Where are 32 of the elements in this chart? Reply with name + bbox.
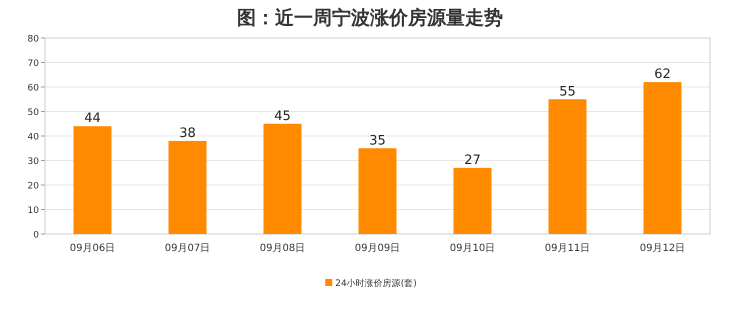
legend-label: 24小时涨价房源(套): [335, 278, 417, 289]
data-label: 38: [179, 126, 196, 141]
bar: [264, 124, 302, 234]
y-tick-label: 50: [28, 108, 40, 118]
y-tick-label: 0: [33, 230, 40, 240]
x-tick-label: 09月08日: [260, 243, 306, 254]
chart-title: 图：近一周宁波涨价房源量走势: [237, 7, 503, 29]
bar: [454, 168, 492, 234]
y-tick-label: 20: [28, 182, 40, 192]
y-tick-label: 80: [28, 34, 40, 44]
y-tick-label: 60: [28, 84, 40, 94]
y-tick-label: 70: [28, 59, 40, 69]
x-tick-label: 09月07日: [164, 243, 210, 254]
y-tick-label: 30: [28, 157, 40, 167]
y-tick-label: 10: [28, 206, 40, 216]
x-tick-label: 09月10日: [450, 243, 496, 254]
bar: [548, 99, 586, 234]
data-label: 45: [274, 108, 291, 124]
data-label: 35: [369, 133, 386, 148]
data-label: 55: [559, 84, 576, 100]
x-tick-label: 09月12日: [640, 243, 686, 254]
y-tick-label: 40: [28, 132, 40, 142]
x-tick-label: 09月06日: [70, 243, 116, 254]
data-label: 62: [654, 67, 671, 82]
data-label: 27: [464, 152, 481, 168]
x-tick-label: 09月09日: [354, 243, 400, 254]
bar: [74, 126, 112, 234]
bar: [644, 82, 682, 234]
x-tick-label: 09月11日: [544, 243, 590, 254]
bar: [358, 148, 396, 234]
bar: [168, 140, 206, 234]
data-label: 44: [84, 111, 101, 126]
